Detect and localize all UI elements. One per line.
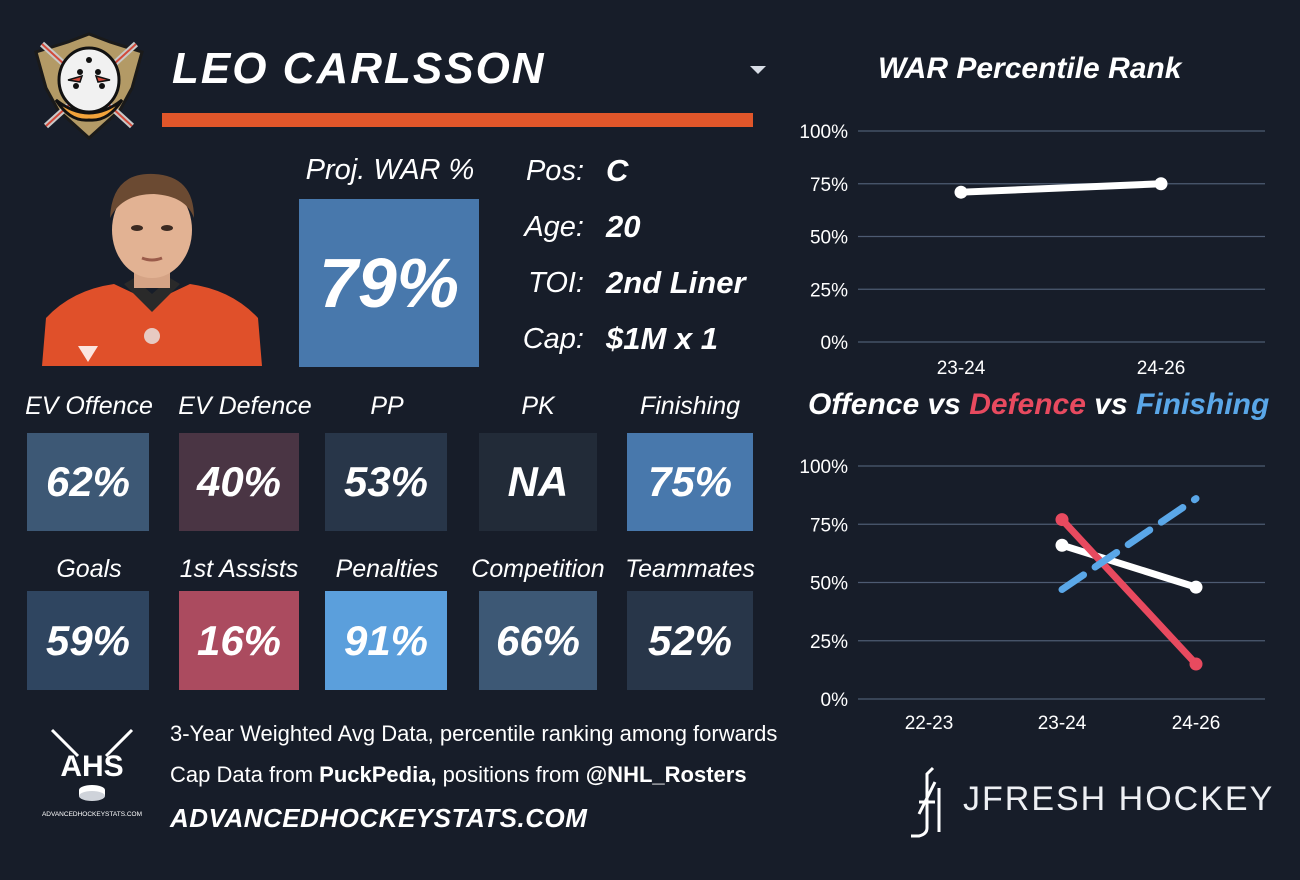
- footer-sources: Cap Data from PuckPedia, positions from …: [170, 762, 747, 788]
- tile-label-ev-offence: EV Offence: [25, 392, 153, 420]
- components-chart-y-tick-label: 0%: [821, 690, 849, 711]
- components-chart-defence-line: [1058, 516, 1200, 668]
- components-chart-x-tick-label: 23-24: [1038, 713, 1087, 734]
- tile-label-goals: Goals: [56, 555, 122, 583]
- info-value-cap: $1M x 1: [606, 321, 719, 356]
- proj-war-value: 79%: [299, 199, 479, 367]
- war-chart-war-line: [957, 180, 1165, 196]
- tile-penalties: 91%: [325, 591, 447, 690]
- tile-label-penalties: Penalties: [335, 555, 439, 583]
- jfresh-hockey-brand: JFRESH HOCKEY: [963, 780, 1275, 818]
- title-vs-1: vs: [919, 388, 970, 421]
- components-chart-finishing-line: [1058, 495, 1200, 593]
- tile-teammates: 52%: [627, 591, 753, 690]
- player-name: LEO CARLSSON: [172, 44, 546, 93]
- tile-pk: NA: [479, 433, 597, 531]
- title-offence: Offence: [808, 388, 920, 421]
- war-chart-y-tick-label: 50%: [810, 228, 848, 249]
- tile-label-ev-defence: EV Defence: [178, 392, 312, 420]
- footer-positions-text: positions from: [436, 762, 586, 787]
- info-label-position: Pos:: [525, 155, 584, 187]
- components-chart-title: Offence vs Defence vs Finishing: [808, 388, 1269, 422]
- components-chart-y-tick-label: 25%: [810, 632, 848, 653]
- components-chart-offence-point: [1189, 580, 1203, 594]
- tile-ev-defence: 40%: [179, 433, 299, 531]
- offence-defence-finishing-chart: 0% 25% 50% 75% 100% 22-23 23-24 24-26: [799, 457, 1265, 734]
- components-chart-y-tick-label: 75%: [810, 515, 848, 536]
- name-underline: [162, 113, 753, 127]
- components-chart-y-tick-label: 100%: [799, 457, 848, 478]
- tile-competition: 66%: [479, 591, 597, 690]
- ducks-logo-icon: [34, 32, 144, 141]
- components-chart-offence-line: [1058, 541, 1200, 591]
- war-percentile-chart: 0% 25% 50% 75% 100% 23-24 24-26: [799, 122, 1265, 379]
- tile-goals: 59%: [27, 591, 149, 690]
- website-link[interactable]: ADVANCEDHOCKEYSTATS.COM: [170, 803, 588, 833]
- footer-note: 3-Year Weighted Avg Data, percentile ran…: [170, 721, 778, 746]
- tile-pp: 53%: [325, 433, 447, 531]
- title-finishing: Finishing: [1135, 388, 1270, 421]
- tile-label-competition: Competition: [471, 555, 605, 583]
- nhl-rosters-link[interactable]: @NHL_Rosters: [585, 762, 747, 787]
- components-chart-x-tick-label: 24-26: [1172, 713, 1221, 734]
- player-photo: [42, 166, 262, 366]
- components-chart-offence-point: [1055, 538, 1069, 552]
- ahs-logo-text: AHS: [60, 750, 123, 783]
- info-value-toi: 2nd Liner: [606, 265, 746, 300]
- war-chart-war-point: [954, 185, 968, 199]
- puckpedia-link[interactable]: PuckPedia,: [319, 762, 437, 787]
- info-value-position: C: [606, 153, 629, 188]
- components-chart-defence-point: [1189, 657, 1203, 671]
- footer-cap-prefix: Cap Data from: [170, 762, 320, 787]
- info-value-age: 20: [606, 209, 641, 244]
- war-chart-war-point: [1154, 177, 1168, 191]
- war-chart-x-tick-label: 23-24: [937, 358, 986, 379]
- info-label-cap: Cap:: [522, 323, 584, 355]
- components-chart-defence-point: [1055, 513, 1069, 527]
- ahs-logo-subtext: ADVANCEDHOCKEYSTATS.COM: [42, 811, 142, 818]
- proj-war-label: Proj. WAR %: [305, 154, 475, 186]
- components-chart-y-tick-label: 50%: [810, 574, 848, 595]
- war-chart-x-tick-label: 24-26: [1137, 358, 1186, 379]
- tile-label-pp: PP: [370, 392, 404, 420]
- tile-finishing: 75%: [627, 433, 753, 531]
- tile-label-finishing: Finishing: [639, 392, 741, 420]
- ahs-logo: AHS ADVANCEDHOCKEYSTATS.COM: [42, 728, 142, 818]
- components-chart-x-tick-label: 22-23: [905, 713, 954, 734]
- info-label-age: Age:: [524, 211, 584, 243]
- war-chart-y-tick-label: 25%: [810, 280, 848, 301]
- tile-1st-assists: 16%: [179, 591, 299, 690]
- jfresh-logo-icon: [911, 766, 941, 838]
- info-label-toi: TOI:: [528, 267, 584, 299]
- war-chart-y-tick-label: 0%: [821, 333, 849, 354]
- tile-ev-offence: 62%: [27, 433, 149, 531]
- war-chart-y-tick-label: 75%: [810, 175, 848, 196]
- tile-label-teammates: Teammates: [625, 555, 755, 583]
- tile-label-1st-assists: 1st Assists: [179, 555, 299, 583]
- war-chart-title: WAR Percentile Rank: [878, 52, 1182, 85]
- title-vs-2: vs: [1085, 388, 1136, 421]
- title-defence: Defence: [969, 388, 1086, 421]
- chevron-down-icon[interactable]: [750, 66, 766, 74]
- war-chart-y-tick-label: 100%: [799, 122, 848, 143]
- tile-label-pk: PK: [521, 392, 555, 420]
